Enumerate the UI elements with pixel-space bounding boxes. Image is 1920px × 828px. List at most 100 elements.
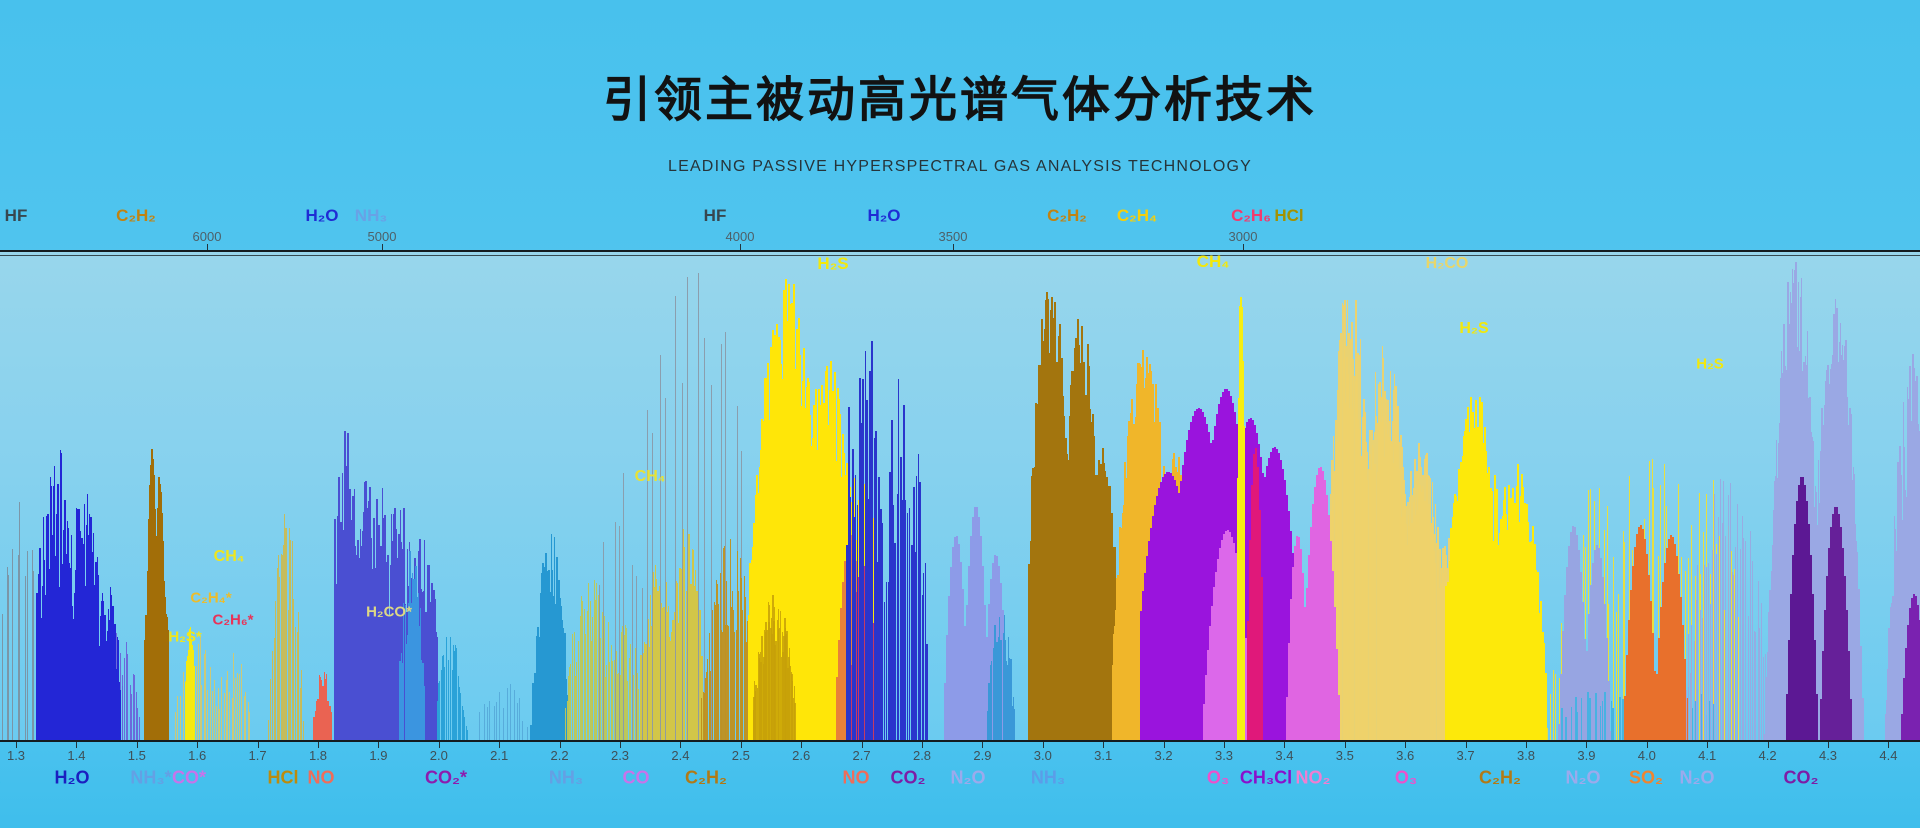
spectral-line-CH4-2.4-khaki <box>690 586 693 740</box>
spectral-line-edge-right-lines <box>1891 605 1893 740</box>
spectral-line-gray-tall-2.45 <box>681 382 683 740</box>
spectral-line-H2S-1.59-spike <box>188 649 190 740</box>
spectral-line-orange-2.68 <box>840 607 842 740</box>
spectral-line-edge-right-lines <box>1916 376 1918 740</box>
spectral-line-palegold-3.6 <box>1417 451 1419 740</box>
spectral-line-khaki-1.75 <box>289 541 291 740</box>
spectral-line-ltblue-scatter-4.0 <box>1587 691 1589 740</box>
spectral-line-periwinkle-4.25 <box>1767 652 1769 740</box>
spectral-line-H2O-1.4 <box>74 569 76 740</box>
spectral-line-darkpurple-4.32 <box>1824 609 1826 740</box>
spectral-line-mix-2.3-khaki <box>605 677 607 740</box>
bottom-axis-tick-mark <box>16 742 17 748</box>
spectral-line-orchid-3.5-blob <box>1286 697 1288 740</box>
spectral-line-periwinkle-4.25 <box>1817 459 1820 740</box>
spectral-line-periwinkle-4.1 <box>1735 546 1737 740</box>
top-axis-line-secondary <box>0 255 1920 256</box>
spectral-line-palegold-3.6 <box>1418 443 1420 740</box>
spectral-line-palegold-3.6 <box>1352 368 1355 740</box>
spectral-line-gold-2.45 <box>720 630 722 740</box>
spectral-line-gold-core-2.55 <box>753 680 756 740</box>
spectral-line-orchid-3.37-inner <box>1217 558 1219 740</box>
spectral-line-N2O-2.9-humps <box>944 682 946 740</box>
spectral-line-ltblue-scatter-4.0 <box>1709 700 1711 740</box>
spectral-line-NH3-3.0-brown <box>1051 296 1054 740</box>
spectral-line-periwinkle-4.25 <box>1813 506 1816 740</box>
spectral-line-yellow-sparse-3.95 <box>1629 476 1630 740</box>
spectral-line-H2CO-1.9 <box>343 530 345 740</box>
spectral-line-gold-core-2.55 <box>752 709 754 740</box>
spectral-line-khaki-1.75 <box>296 631 298 740</box>
bottom-axis-line <box>0 740 1920 742</box>
spectral-line-darkpurple-4.27 <box>1796 500 1798 740</box>
spectral-line-mix-2.3-khaki <box>593 579 595 740</box>
spectral-line-mix-2.3-khaki <box>608 661 610 740</box>
spectral-line-mix-2.3-khaki <box>620 632 622 740</box>
spectral-line-crimson-2.7 <box>874 649 876 740</box>
spectral-line-darkpurple-4.27 <box>1812 593 1814 740</box>
top-axis-molecule-label: C₂H₂ <box>116 206 156 225</box>
spectral-line-purple-3.3-blob <box>1154 504 1156 740</box>
spectral-line-khaki-1.75 <box>290 539 292 740</box>
spectral-line-purple-3.3-blob <box>1176 485 1178 740</box>
spectral-line-N2O-2.9-humps <box>966 604 968 740</box>
spectral-line-yellow-sparse-3.95 <box>1694 576 1696 740</box>
spectral-line-periwinkle-4.25 <box>1845 340 1847 740</box>
spectral-line-sparse-2.05 <box>484 704 486 740</box>
spectral-line-periwinkle-4.25 <box>1776 478 1778 740</box>
spectral-line-periwinkle-4.25 <box>1843 345 1846 740</box>
bottom-axis-tick-label: 2.2 <box>550 748 569 763</box>
spectral-line-purple-3.3-blob <box>1180 480 1182 740</box>
spectral-line-NO-1.8 <box>320 679 323 740</box>
spectral-line-H2O-1.4 <box>52 485 54 740</box>
spectral-line-CH4-2.4-khaki <box>667 606 669 740</box>
spectral-line-mix-2.3-khaki <box>633 675 635 740</box>
spectral-line-yellow-sparse-3.95 <box>1685 571 1687 740</box>
spectral-line-blue-2.7-tall <box>911 544 913 740</box>
spectral-line-H2O-1.4 <box>99 615 101 740</box>
spectral-line-gold-2.45 <box>738 591 740 740</box>
spectral-line-periwinkle-3.87 <box>1572 525 1574 740</box>
spectral-line-khaki-1.75 <box>268 720 270 740</box>
spectral-line-periwinkle-3.87 <box>1560 673 1562 740</box>
inplot-gas-label: H₂CO <box>1425 255 1469 272</box>
bottom-axis-gas-label: CO₂ <box>1783 767 1819 788</box>
bottom-axis-tick-label: 1.3 <box>6 748 26 763</box>
spectral-line-NH3-2.2-teal <box>564 632 566 740</box>
spectral-line-yellow-sparse-3.95 <box>1651 459 1653 740</box>
spectral-line-teal-2.0 <box>453 645 454 740</box>
spectral-line-blue-2.7-tall <box>862 379 864 740</box>
spectral-line-H2O-1.4 <box>51 573 53 740</box>
spectral-line-CH4-2.4-khaki <box>645 648 648 740</box>
bottom-axis-gas-label-clipped: O₃ <box>0 768 1 789</box>
inplot-gas-label: CH₄ <box>1196 252 1230 271</box>
spectral-line-khaki-sparse-1.6 <box>244 691 246 740</box>
spectral-line-mix-2.3-khaki <box>579 615 581 740</box>
spectral-line-SO2-4.0-orange <box>1642 529 1644 740</box>
spectral-line-khaki-1.75 <box>284 527 286 740</box>
bottom-axis-tick-mark <box>1586 742 1588 748</box>
spectral-line-H2CO-1.9 <box>365 481 367 740</box>
spectral-line-gold-2.45 <box>715 604 716 740</box>
spectral-line-periwinkle-4.1 <box>1739 548 1741 740</box>
spectral-line-gold-2.45 <box>739 557 741 740</box>
spectral-line-H2CO-1.9 <box>384 515 386 740</box>
spectral-line-NO-1.8 <box>323 671 326 740</box>
spectral-line-H2CO-1.9 <box>391 541 394 740</box>
spectral-line-gold-core-2.55 <box>783 635 785 740</box>
spectral-line-sparse-2.05 <box>526 726 528 740</box>
spectral-line-khaki-sparse-1.6 <box>249 712 250 740</box>
spectral-line-H2O-1.4 <box>90 516 92 740</box>
bottom-axis-tick-mark <box>318 742 319 748</box>
spectral-line-yellow-sparse-3.95 <box>1712 479 1714 740</box>
spectral-line-ltblue-scatter-4.0 <box>1595 693 1597 740</box>
spectral-line-palegold-3.6 <box>1373 431 1375 740</box>
spectral-line-H2O-1.4 <box>115 669 117 740</box>
spectral-line-yellow-sparse-3.95 <box>1702 531 1704 740</box>
spectral-line-H2CO-1.9 <box>433 650 435 740</box>
spectral-line-khaki-1.75 <box>291 540 293 740</box>
spectral-line-gold-core-2.55 <box>760 662 762 740</box>
spectral-line-blue-2.7-tall <box>853 516 856 740</box>
spectral-line-slate-1.45 <box>131 694 133 740</box>
spectral-line-NH3-3.0-brown <box>1032 468 1035 740</box>
